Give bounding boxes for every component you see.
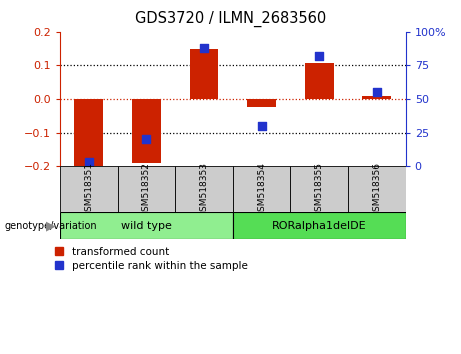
Text: GDS3720 / ILMN_2683560: GDS3720 / ILMN_2683560 [135, 11, 326, 27]
Bar [189, 49, 219, 99]
Bar [305, 63, 334, 99]
Bar [175, 166, 233, 212]
Bar [74, 99, 103, 168]
Bar [233, 212, 406, 239]
Text: wild type: wild type [121, 221, 172, 231]
Bar [247, 99, 276, 107]
Bar [290, 166, 348, 212]
Text: GSM518354: GSM518354 [257, 162, 266, 217]
Text: GSM518352: GSM518352 [142, 162, 151, 217]
Legend: transformed count, percentile rank within the sample: transformed count, percentile rank withi… [51, 242, 252, 275]
Point [142, 137, 150, 142]
Bar [348, 166, 406, 212]
Text: ▶: ▶ [46, 219, 55, 232]
Point [373, 90, 381, 95]
Text: RORalpha1delDE: RORalpha1delDE [272, 221, 366, 231]
Point [315, 53, 323, 59]
Bar [362, 96, 391, 99]
Text: GSM518351: GSM518351 [84, 162, 93, 217]
Text: GSM518353: GSM518353 [200, 162, 208, 217]
Bar [233, 166, 290, 212]
Point [200, 45, 207, 51]
Bar [132, 99, 161, 163]
Point [258, 123, 266, 129]
Point [85, 160, 92, 165]
Text: GSM518356: GSM518356 [372, 162, 381, 217]
Text: genotype/variation: genotype/variation [5, 221, 97, 231]
Bar [118, 166, 175, 212]
Bar [60, 212, 233, 239]
Text: GSM518355: GSM518355 [315, 162, 324, 217]
Bar [60, 166, 118, 212]
